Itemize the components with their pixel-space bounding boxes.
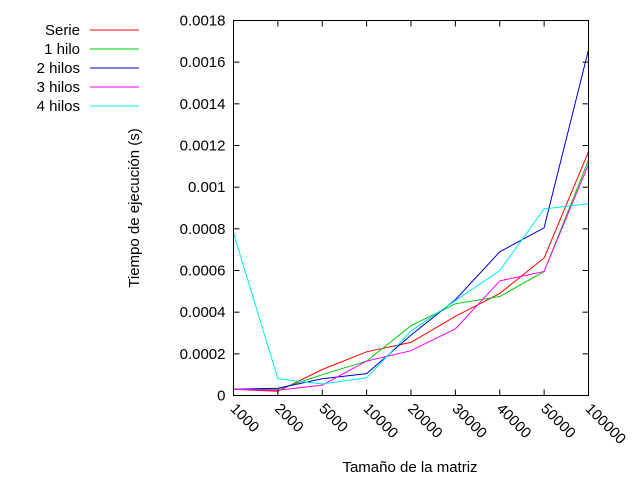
y-tick-label: 0.0018 [180, 13, 226, 30]
x-axis-label: Tamaño de la matriz [342, 459, 477, 476]
legend-label: 1 hilo [44, 41, 80, 58]
x-tick-label: 2000 [271, 400, 307, 436]
legend-label: 4 hilos [37, 98, 80, 115]
series-line-3-hilos [233, 164, 589, 391]
x-tick-label: 40000 [493, 400, 535, 442]
x-tick-label: 30000 [449, 400, 491, 442]
y-tick-label: 0.0004 [180, 304, 226, 321]
series-line-1-hilo [233, 159, 589, 390]
y-tick-label: 0.0012 [180, 138, 226, 155]
plot-frame [233, 20, 589, 396]
legend-label: 2 hilos [37, 60, 80, 77]
x-tick-label: 5000 [315, 400, 351, 436]
y-tick-label: 0.0014 [180, 96, 226, 113]
series-line-4-hilos [233, 203, 589, 385]
series-line-serie [233, 151, 589, 392]
x-tick-label: 50000 [537, 400, 579, 442]
x-tick-label: 1000 [227, 400, 263, 436]
x-tick-label: 100000 [582, 400, 629, 447]
x-tick-label: 10000 [360, 400, 402, 442]
y-tick-label: 0.0002 [180, 346, 226, 363]
legend-label: 3 hilos [37, 79, 80, 96]
y-tick-label: 0.0006 [180, 263, 226, 280]
y-tick-label: 0.0008 [180, 221, 226, 238]
y-tick-label: 0 [217, 388, 225, 405]
legend: Serie 1 hilo 2 hilos 3 hilos 4 hilos [37, 22, 139, 115]
x-tick-label: 20000 [404, 400, 446, 442]
y-axis-label: Tiempo de ejecución (s) [126, 128, 143, 288]
series-lines [233, 49, 589, 392]
series-line-2-hilos [233, 49, 589, 390]
legend-label: Serie [45, 22, 80, 39]
y-tick-label: 0.0016 [180, 54, 226, 71]
y-tick-label: 0.001 [188, 179, 226, 196]
